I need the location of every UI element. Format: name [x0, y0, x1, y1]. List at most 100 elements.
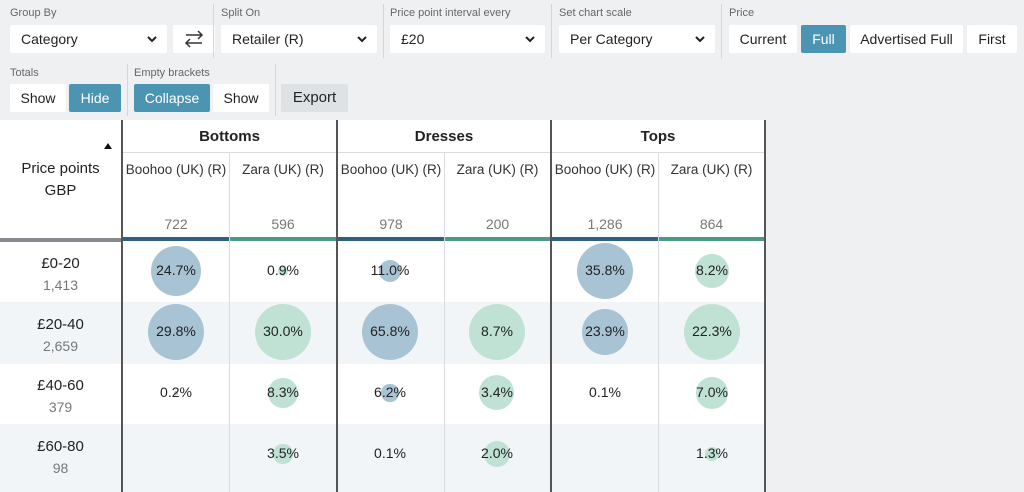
cell-value[interactable]: 11.0%: [370, 262, 410, 278]
price-first-button[interactable]: First: [967, 25, 1017, 53]
split-on-dropdown[interactable]: Retailer (R): [221, 25, 377, 53]
cell-value[interactable]: 8.2%: [696, 262, 728, 278]
split-on-label: Split On: [221, 7, 261, 19]
column-divider: [764, 120, 766, 492]
share-bubble: [278, 266, 288, 276]
column-header-retailer[interactable]: Zara (UK) (R): [456, 162, 539, 177]
share-bubble: [696, 377, 728, 409]
retailer-color-bar: [445, 237, 550, 241]
share-bubble: [273, 444, 293, 464]
share-bubble: [469, 304, 525, 360]
share-bubble: [378, 259, 402, 283]
column-header-retailer[interactable]: Boohoo (UK) (R): [340, 162, 442, 177]
row-count: 379: [48, 399, 73, 415]
toolbar: Group By Category Split On Retailer (R) …: [0, 0, 1024, 120]
retailer-color-bar: [123, 237, 229, 241]
totals-show-button[interactable]: Show: [10, 84, 66, 112]
header-underline: [0, 238, 121, 242]
empty-brackets-label: Empty brackets: [134, 67, 210, 79]
scale-label: Set chart scale: [559, 7, 632, 19]
interval-dropdown[interactable]: £20: [390, 25, 545, 53]
cell-value[interactable]: 2.0%: [481, 445, 513, 461]
cell-value[interactable]: 7.0%: [696, 384, 728, 400]
column-header-retailer[interactable]: Zara (UK) (R): [242, 162, 324, 177]
share-bubble: [362, 304, 418, 360]
cell-value[interactable]: 3.4%: [481, 384, 513, 400]
share-bubble: [148, 304, 204, 360]
share-bubble: [255, 304, 311, 360]
row-count: 1,413: [42, 277, 79, 293]
interval-label: Price point interval every: [390, 7, 511, 19]
empty-area: [766, 120, 1024, 492]
cell-value[interactable]: 35.8%: [585, 262, 625, 278]
divider: [721, 4, 722, 58]
row-price-range: £0-20: [41, 255, 80, 272]
scale-dropdown[interactable]: Per Category: [559, 25, 715, 53]
group-by-value: Category: [21, 31, 78, 47]
interval-value: £20: [401, 31, 425, 47]
divider: [213, 4, 214, 58]
column-header-retailer[interactable]: Zara (UK) (R): [670, 162, 753, 177]
cell-value[interactable]: 0.2%: [160, 384, 192, 400]
cell-value[interactable]: 29.8%: [156, 323, 196, 339]
retailer-color-bar: [230, 237, 336, 241]
share-bubble: [381, 384, 399, 402]
row-price-range: £40-60: [37, 377, 84, 394]
retailer-color-bar: [338, 237, 444, 241]
empty-collapse-button[interactable]: Collapse: [134, 84, 210, 112]
share-bubble: [268, 378, 298, 408]
table-row: [0, 424, 766, 492]
share-bubble: [479, 375, 515, 411]
column-divider: [550, 120, 552, 492]
swap-button[interactable]: [173, 25, 215, 53]
cell-value[interactable]: 3.5%: [267, 445, 299, 461]
column-header-retailer[interactable]: Boohoo (UK) (R): [554, 162, 656, 177]
category-header-tops: Tops: [640, 128, 676, 145]
column-divider: [444, 153, 445, 492]
chevron-down-icon: [357, 36, 367, 43]
price-advertised-full-button[interactable]: Advertised Full: [850, 25, 963, 53]
swap-arrows-icon: [184, 30, 204, 48]
cell-value[interactable]: 22.3%: [692, 323, 732, 339]
category-header-dresses: Dresses: [414, 128, 474, 145]
cell-value[interactable]: 0.9%: [267, 262, 299, 278]
cell-value[interactable]: 65.8%: [370, 323, 410, 339]
group-by-dropdown[interactable]: Category: [10, 25, 167, 53]
cell-value[interactable]: 8.3%: [267, 384, 299, 400]
chevron-down-icon: [525, 36, 535, 43]
column-divider: [658, 153, 659, 492]
row-price-range: £60-80: [37, 438, 84, 455]
share-bubble: [577, 243, 633, 299]
share-bubble: [483, 440, 511, 468]
price-current-button[interactable]: Current: [729, 25, 797, 53]
export-button[interactable]: Export: [281, 84, 348, 112]
column-count: 200: [485, 216, 510, 232]
totals-hide-button[interactable]: Hide: [69, 84, 121, 112]
row-count: 98: [52, 460, 69, 476]
cell-value[interactable]: 0.1%: [589, 384, 621, 400]
cell-value[interactable]: 23.9%: [585, 323, 625, 339]
cell-value[interactable]: 8.7%: [481, 323, 513, 339]
column-divider: [121, 120, 123, 492]
sort-ascending-icon: [104, 143, 112, 149]
column-count: 1,286: [587, 216, 623, 232]
cell-value[interactable]: 30.0%: [263, 323, 303, 339]
row-price-range: £20-40: [37, 316, 84, 333]
divider: [123, 152, 764, 153]
column-header-retailer[interactable]: Boohoo (UK) (R): [125, 162, 227, 177]
retailer-color-bar: [552, 237, 658, 241]
column-count: 864: [699, 216, 724, 232]
divider: [275, 64, 276, 116]
column-divider: [229, 153, 230, 492]
cell-value[interactable]: 24.7%: [156, 262, 196, 278]
group-by-label: Group By: [10, 7, 57, 19]
cell-value[interactable]: 6.2%: [374, 384, 406, 400]
price-points-header[interactable]: Price points GBP: [0, 120, 121, 240]
price-label: Price: [729, 7, 755, 19]
empty-show-button[interactable]: Show: [213, 84, 269, 112]
cell-value[interactable]: 1.3%: [696, 445, 728, 461]
price-full-button[interactable]: Full: [801, 25, 846, 53]
cell-value[interactable]: 0.1%: [374, 445, 406, 461]
column-count: 978: [379, 216, 403, 232]
price-points-label: Price points GBP: [21, 160, 100, 199]
